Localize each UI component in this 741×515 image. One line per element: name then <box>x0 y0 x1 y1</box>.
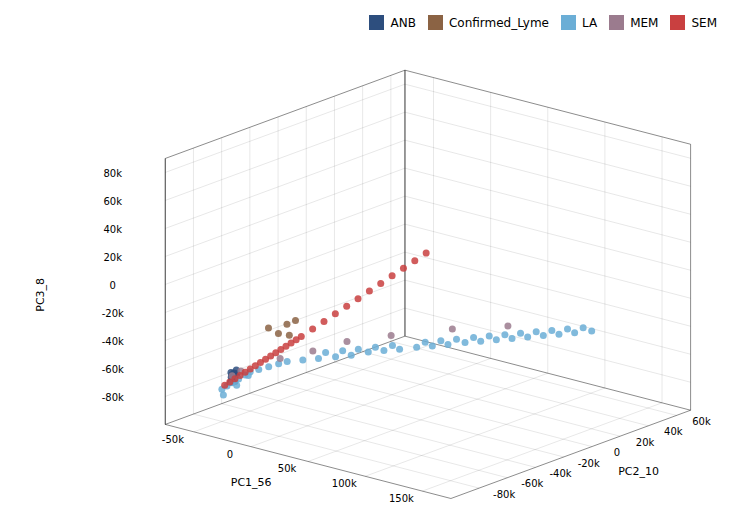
html-text:LA: LA <box>582 15 598 30</box>
svg-text:60k: 60k <box>692 416 711 427</box>
svg-text:-80k: -80k <box>493 489 515 500</box>
svg-text:0: 0 <box>110 280 116 291</box>
svg-text:60k: 60k <box>103 196 122 207</box>
svg-text:20k: 20k <box>103 252 122 263</box>
svg-text:0: 0 <box>614 447 620 458</box>
svg-text:-80k: -80k <box>102 392 124 403</box>
svg-text:-20k: -20k <box>578 458 600 469</box>
svg-text:-60k: -60k <box>521 478 543 489</box>
svg-text:-40k: -40k <box>549 468 571 479</box>
svg-text:150k: 150k <box>389 493 414 504</box>
svg-text:0: 0 <box>227 449 233 460</box>
html-text:MEM: MEM <box>630 15 659 30</box>
html-text:SEM: SEM <box>691 15 717 30</box>
svg-text:80k: 80k <box>103 168 122 179</box>
svg-text:PC1_56: PC1_56 <box>231 476 272 489</box>
svg-text:40k: 40k <box>103 224 122 235</box>
html-text:ANB: ANB <box>390 15 416 30</box>
svg-text:-60k: -60k <box>102 364 124 375</box>
svg-text:PC3_8: PC3_8 <box>34 278 47 312</box>
svg-text:PC2_10: PC2_10 <box>618 465 659 478</box>
svg-text:100k: 100k <box>332 478 357 489</box>
svg-text:20k: 20k <box>636 437 655 448</box>
svg-text:-50k: -50k <box>162 434 184 445</box>
svg-text:-20k: -20k <box>102 308 124 319</box>
svg-text:40k: 40k <box>664 426 683 437</box>
svg-text:50k: 50k <box>278 463 297 474</box>
html-text:Confirmed_Lyme: Confirmed_Lyme <box>448 15 549 30</box>
svg-text:-40k: -40k <box>102 336 124 347</box>
